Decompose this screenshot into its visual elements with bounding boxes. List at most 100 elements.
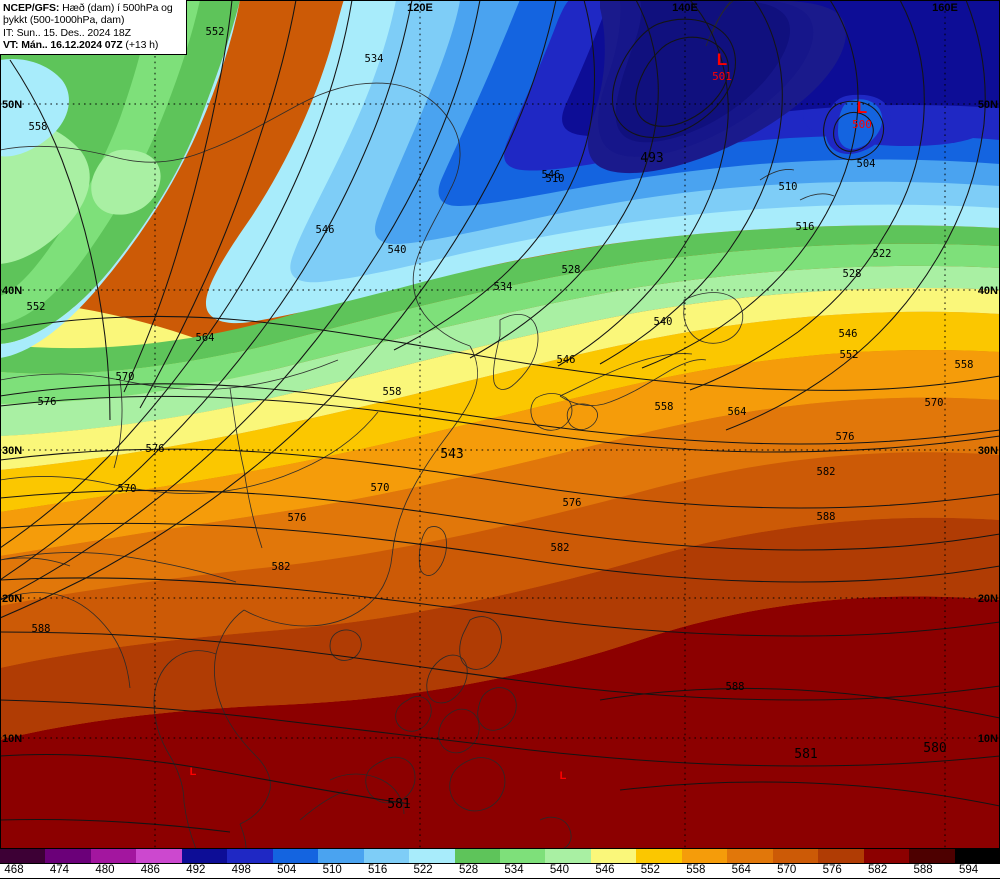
contour-label: 552 (27, 301, 46, 313)
svg-text:522: 522 (873, 248, 892, 260)
contour-label: 522 (873, 248, 892, 260)
low-pressure-marker: L (560, 770, 567, 782)
svg-text:582: 582 (551, 542, 570, 554)
lon-label-120E: 120E (407, 2, 433, 14)
colorbar-tick: 558 (686, 864, 706, 876)
lat-label-right-20N: 20N (978, 593, 998, 605)
forecast-hour: (+13 h) (125, 38, 159, 51)
colorbar-swatch (863, 849, 910, 863)
colorbar-swatch (318, 849, 364, 863)
colorbar-swatch (727, 849, 773, 863)
contour-label: 582 (817, 466, 836, 478)
svg-text:510: 510 (546, 173, 565, 185)
colorbar-tick: 546 (595, 864, 615, 876)
svg-text:588: 588 (726, 681, 745, 693)
lat-label-right-30N: 30N (978, 445, 998, 457)
svg-text:540: 540 (654, 316, 673, 328)
colorbar-tick: 516 (368, 864, 388, 876)
colorbar-swatch (499, 849, 546, 863)
low-symbol: L (717, 50, 727, 69)
svg-text:552: 552 (206, 26, 225, 38)
colorbar-tick: 534 (504, 864, 524, 876)
lon-label-140E: 140E (672, 2, 698, 14)
colorbar-swatch (227, 849, 273, 863)
colorbar-tick: 594 (958, 864, 979, 876)
contour-label: 546 (542, 169, 561, 181)
contour-label: 588 (817, 511, 836, 523)
svg-text:546: 546 (557, 354, 576, 366)
colorbar-swatch (545, 849, 591, 863)
contour-label: 534 (494, 281, 513, 293)
svg-text:558: 558 (29, 121, 48, 133)
info-line-valid: VT: Mán.. 16.12.2024 07Z (+13 h) (3, 39, 183, 51)
colorbar-tick: 468 (4, 864, 24, 876)
colorbar-tick: 504 (277, 864, 297, 876)
colorbar-swatches (0, 849, 1000, 863)
colorbar-swatch (45, 849, 91, 863)
svg-text:504: 504 (857, 158, 876, 170)
contour-label: 576 (288, 512, 307, 524)
center-value-label: 493 (640, 151, 663, 166)
contour-label: 570 (118, 483, 137, 495)
product-line-2: þykkt (500-1000hPa, dam) (3, 14, 125, 27)
map-panel[interactable]: 50N 50N 40N 40N 30N 30N 20N 20N 10N 10N 120E 140E 1… (0, 0, 1000, 849)
contour-label: 564 (196, 332, 215, 344)
contour-label: 510 (779, 181, 798, 193)
contour-label: 552 (840, 349, 859, 361)
low-symbol: L (190, 766, 197, 778)
svg-text:588: 588 (32, 623, 51, 635)
center-value-label: 581 (794, 747, 817, 762)
low-value: 501 (712, 70, 732, 83)
svg-text:510: 510 (779, 181, 798, 193)
colorbar-swatch (590, 849, 637, 863)
thickness-colorbar[interactable]: 468 474 480 486 492 498 504 510 516 522 528 534 540 5… (0, 849, 1000, 879)
contour-label: 546 (557, 354, 576, 366)
svg-text:546: 546 (542, 169, 561, 181)
colorbar-swatch (454, 849, 500, 863)
svg-text:564: 564 (728, 406, 747, 418)
low-symbol: L (857, 98, 867, 117)
colorbar-swatch (363, 849, 410, 863)
contour-label: 540 (654, 316, 673, 328)
center-value-labels: 493 581 580 581 543 (387, 151, 946, 812)
colorbar-tick: 480 (95, 864, 115, 876)
contour-label: 588 (32, 623, 51, 635)
colorbar-tick: 528 (458, 864, 479, 876)
colorbar-tick: 522 (413, 864, 433, 876)
svg-text:528: 528 (562, 264, 581, 276)
contour-label: 516 (796, 221, 815, 233)
svg-text:534: 534 (494, 281, 513, 293)
contour-label: 528 (562, 264, 581, 276)
chart-info-box: NCEP/GFS: Hæð (dam) í 500hPa og þykkt (5… (0, 0, 187, 56)
contour-label: 570 (116, 371, 135, 383)
low-symbol: L (560, 770, 567, 782)
colorbar-top-rule (0, 863, 1000, 864)
low-pressure-marker: L (190, 766, 197, 778)
lat-label-right-10N: 10N (978, 733, 998, 745)
contour-labels: 552 558 534 546 540 552 528 534 516 522 528 510 504 5… (27, 26, 974, 693)
colorbar-swatch (818, 849, 864, 863)
lat-label-20N: 20N (2, 593, 22, 605)
contour-label: 558 (383, 386, 402, 398)
svg-text:570: 570 (371, 482, 390, 494)
colorbar-tick: 582 (868, 864, 888, 876)
center-value-label: 580 (923, 741, 946, 756)
svg-text:516: 516 (796, 221, 815, 233)
svg-text:558: 558 (655, 401, 674, 413)
contour-label: 576 (836, 431, 855, 443)
model-label: NCEP/GFS: (3, 2, 60, 14)
lat-label-10N: 10N (2, 733, 22, 745)
colorbar-tick: 492 (186, 864, 206, 876)
svg-text:552: 552 (27, 301, 46, 313)
svg-text:576: 576 (288, 512, 307, 524)
contour-label: 570 (925, 397, 944, 409)
contour-label: 576 (563, 497, 582, 509)
colorbar-swatch (181, 849, 228, 863)
low-value: 500 (852, 118, 872, 131)
contour-label: 570 (371, 482, 390, 494)
contour-label: 504 (857, 158, 876, 170)
contour-label: 558 (29, 121, 48, 133)
contour-label: 510 (546, 173, 565, 185)
